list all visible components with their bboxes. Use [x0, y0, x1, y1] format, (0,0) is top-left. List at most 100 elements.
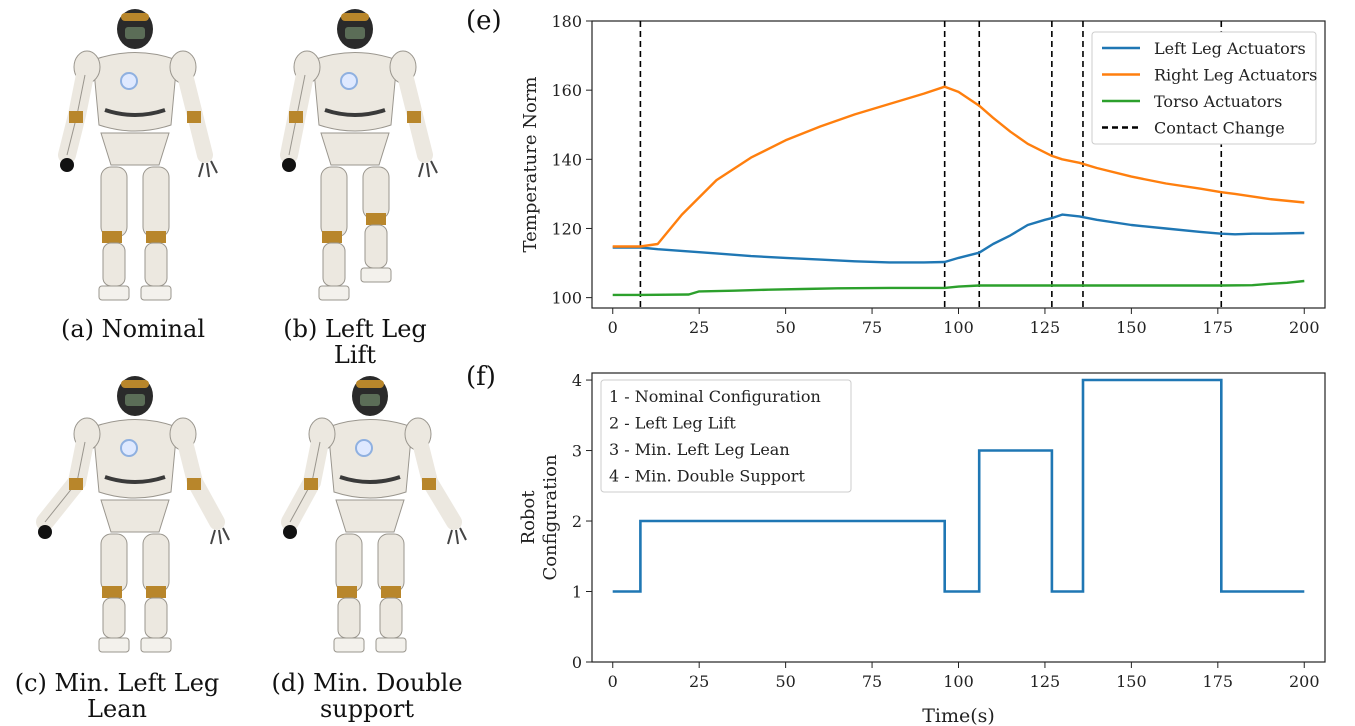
robot-hand-right [282, 158, 296, 172]
robot-foot-right [98, 637, 130, 653]
caption-c-line1: (c) Min. Left Leg [14, 669, 220, 697]
robot-image-nominal [58, 9, 218, 301]
robot-hand-right [60, 158, 74, 172]
temp-legend [1091, 31, 1317, 145]
robot-chest-light [120, 439, 138, 457]
temp-xtick-label: 150 [1116, 318, 1147, 337]
config-xtick-label: 50 [775, 672, 795, 691]
temp-series-2 [612, 279, 1305, 297]
robot-elbow-right [304, 478, 318, 490]
robot-elbow-left [407, 111, 421, 123]
robot-image-left-leg-lift [280, 9, 438, 301]
config-ytick-label: 0 [572, 653, 582, 672]
robot-foot-left [375, 637, 407, 653]
robot-waist-band [104, 108, 166, 117]
robot-chest-light [120, 72, 138, 90]
config-ytick-label: 2 [572, 512, 582, 531]
robot-pelvis [100, 499, 170, 533]
robot-foot-right [318, 285, 350, 301]
robot-panel-nominal [35, 5, 235, 310]
robot-elbow-right [289, 111, 303, 123]
caption-b-line1: (b) Left Leg [283, 315, 427, 343]
robot-waist-band [104, 475, 166, 484]
temp-legend-label: Torso Actuators [1154, 92, 1282, 111]
robot-chest-light [340, 72, 358, 90]
panel-tag-f: (f) [466, 362, 496, 392]
caption-d-line2: support [319, 695, 415, 723]
robot-head-band [341, 13, 369, 21]
config-legend [600, 379, 852, 493]
robot-figure [281, 376, 467, 653]
caption-a-line1: (a) Nominal [61, 315, 205, 343]
robot-foot-left [140, 637, 172, 653]
config-xtick-label: 200 [1289, 672, 1320, 691]
robot-figure [36, 376, 230, 653]
robot-elbow-left [422, 478, 436, 490]
temp-ylabel: Temperature Norm [520, 77, 541, 253]
robot-knee-left [146, 586, 166, 598]
caption-a: (a) Nominal [48, 316, 218, 342]
config-legend-label: 3 - Min. Left Leg Lean [609, 440, 790, 459]
robot-knee-right [322, 231, 342, 243]
caption-b-line2: Lift [333, 341, 377, 369]
config-ylabel-line1: Robot [518, 490, 539, 545]
robot-head-band [121, 13, 149, 21]
robot-chest-light [355, 439, 373, 457]
robot-visor [360, 394, 380, 406]
config-xtick-label: 150 [1116, 672, 1147, 691]
config-legend-label: 2 - Left Leg Lift [609, 414, 736, 433]
temp-xtick-label: 0 [608, 318, 618, 337]
robot-foot-right [98, 285, 130, 301]
robot-panel-min-left-leg-lean [30, 372, 240, 662]
robot-hand-left [418, 160, 438, 178]
caption-d: (d) Min. Double support [262, 670, 472, 722]
temp-series-0 [612, 213, 1305, 264]
temp-xtick-label: 200 [1289, 318, 1320, 337]
robot-foot-right [333, 637, 365, 653]
temp-ytick-label: 180 [551, 12, 582, 31]
robot-image-min-double-support [281, 376, 467, 653]
temp-xtick-label: 50 [775, 318, 795, 337]
robot-image-min-left-leg-lean [36, 376, 230, 653]
robot-hand-left [210, 527, 230, 545]
config-legend-label: 4 - Min. Double Support [609, 467, 805, 486]
robot-visor [345, 27, 365, 39]
config-ylabel-line2: Configuration [540, 454, 561, 580]
robot-elbow-right [69, 111, 83, 123]
robot-pelvis [335, 499, 405, 533]
robot-elbow-left [187, 111, 201, 123]
temp-xtick-label: 100 [943, 318, 974, 337]
robot-waist-band [339, 475, 401, 484]
temperature-chart: 0 25 50 75 100 125 150 175 200 100 120 140 160 180 Tem… [520, 12, 1326, 337]
temp-ytick-label: 140 [551, 150, 582, 169]
config-legend-label: 1 - Nominal Configuration [609, 387, 821, 406]
config-ytick-label: 1 [572, 583, 582, 602]
robot-visor [125, 394, 145, 406]
robot-hand-left [447, 527, 467, 545]
robot-figure [58, 9, 218, 301]
robot-hand-right [283, 525, 297, 539]
config-xlabel: Time(s) [922, 705, 995, 726]
robot-knee-right [337, 586, 357, 598]
robot-hand-right [38, 525, 52, 539]
temp-xtick-label: 25 [689, 318, 709, 337]
caption-b: (b) Left Leg Lift [270, 316, 440, 368]
robot-knee-left [366, 213, 386, 225]
robot-knee-left [381, 586, 401, 598]
robot-hand-left [198, 160, 218, 178]
temp-series-1 [612, 85, 1305, 248]
robot-foot-left [360, 267, 392, 283]
config-ytick-label: 3 [572, 442, 582, 461]
config-xtick-label: 0 [608, 672, 618, 691]
robot-elbow-left [187, 478, 201, 490]
robot-head-band [121, 380, 149, 388]
temp-legend-label: Contact Change [1154, 119, 1285, 138]
temp-legend-label: Left Leg Actuators [1154, 39, 1306, 58]
caption-c-line2: Lean [87, 695, 147, 723]
temp-xtick-label: 175 [1203, 318, 1234, 337]
config-xtick-label: 75 [862, 672, 882, 691]
config-series-0 [612, 378, 1305, 593]
config-xtick-label: 175 [1203, 672, 1234, 691]
robot-visor [125, 27, 145, 39]
robot-panel-min-double-support [265, 372, 475, 662]
